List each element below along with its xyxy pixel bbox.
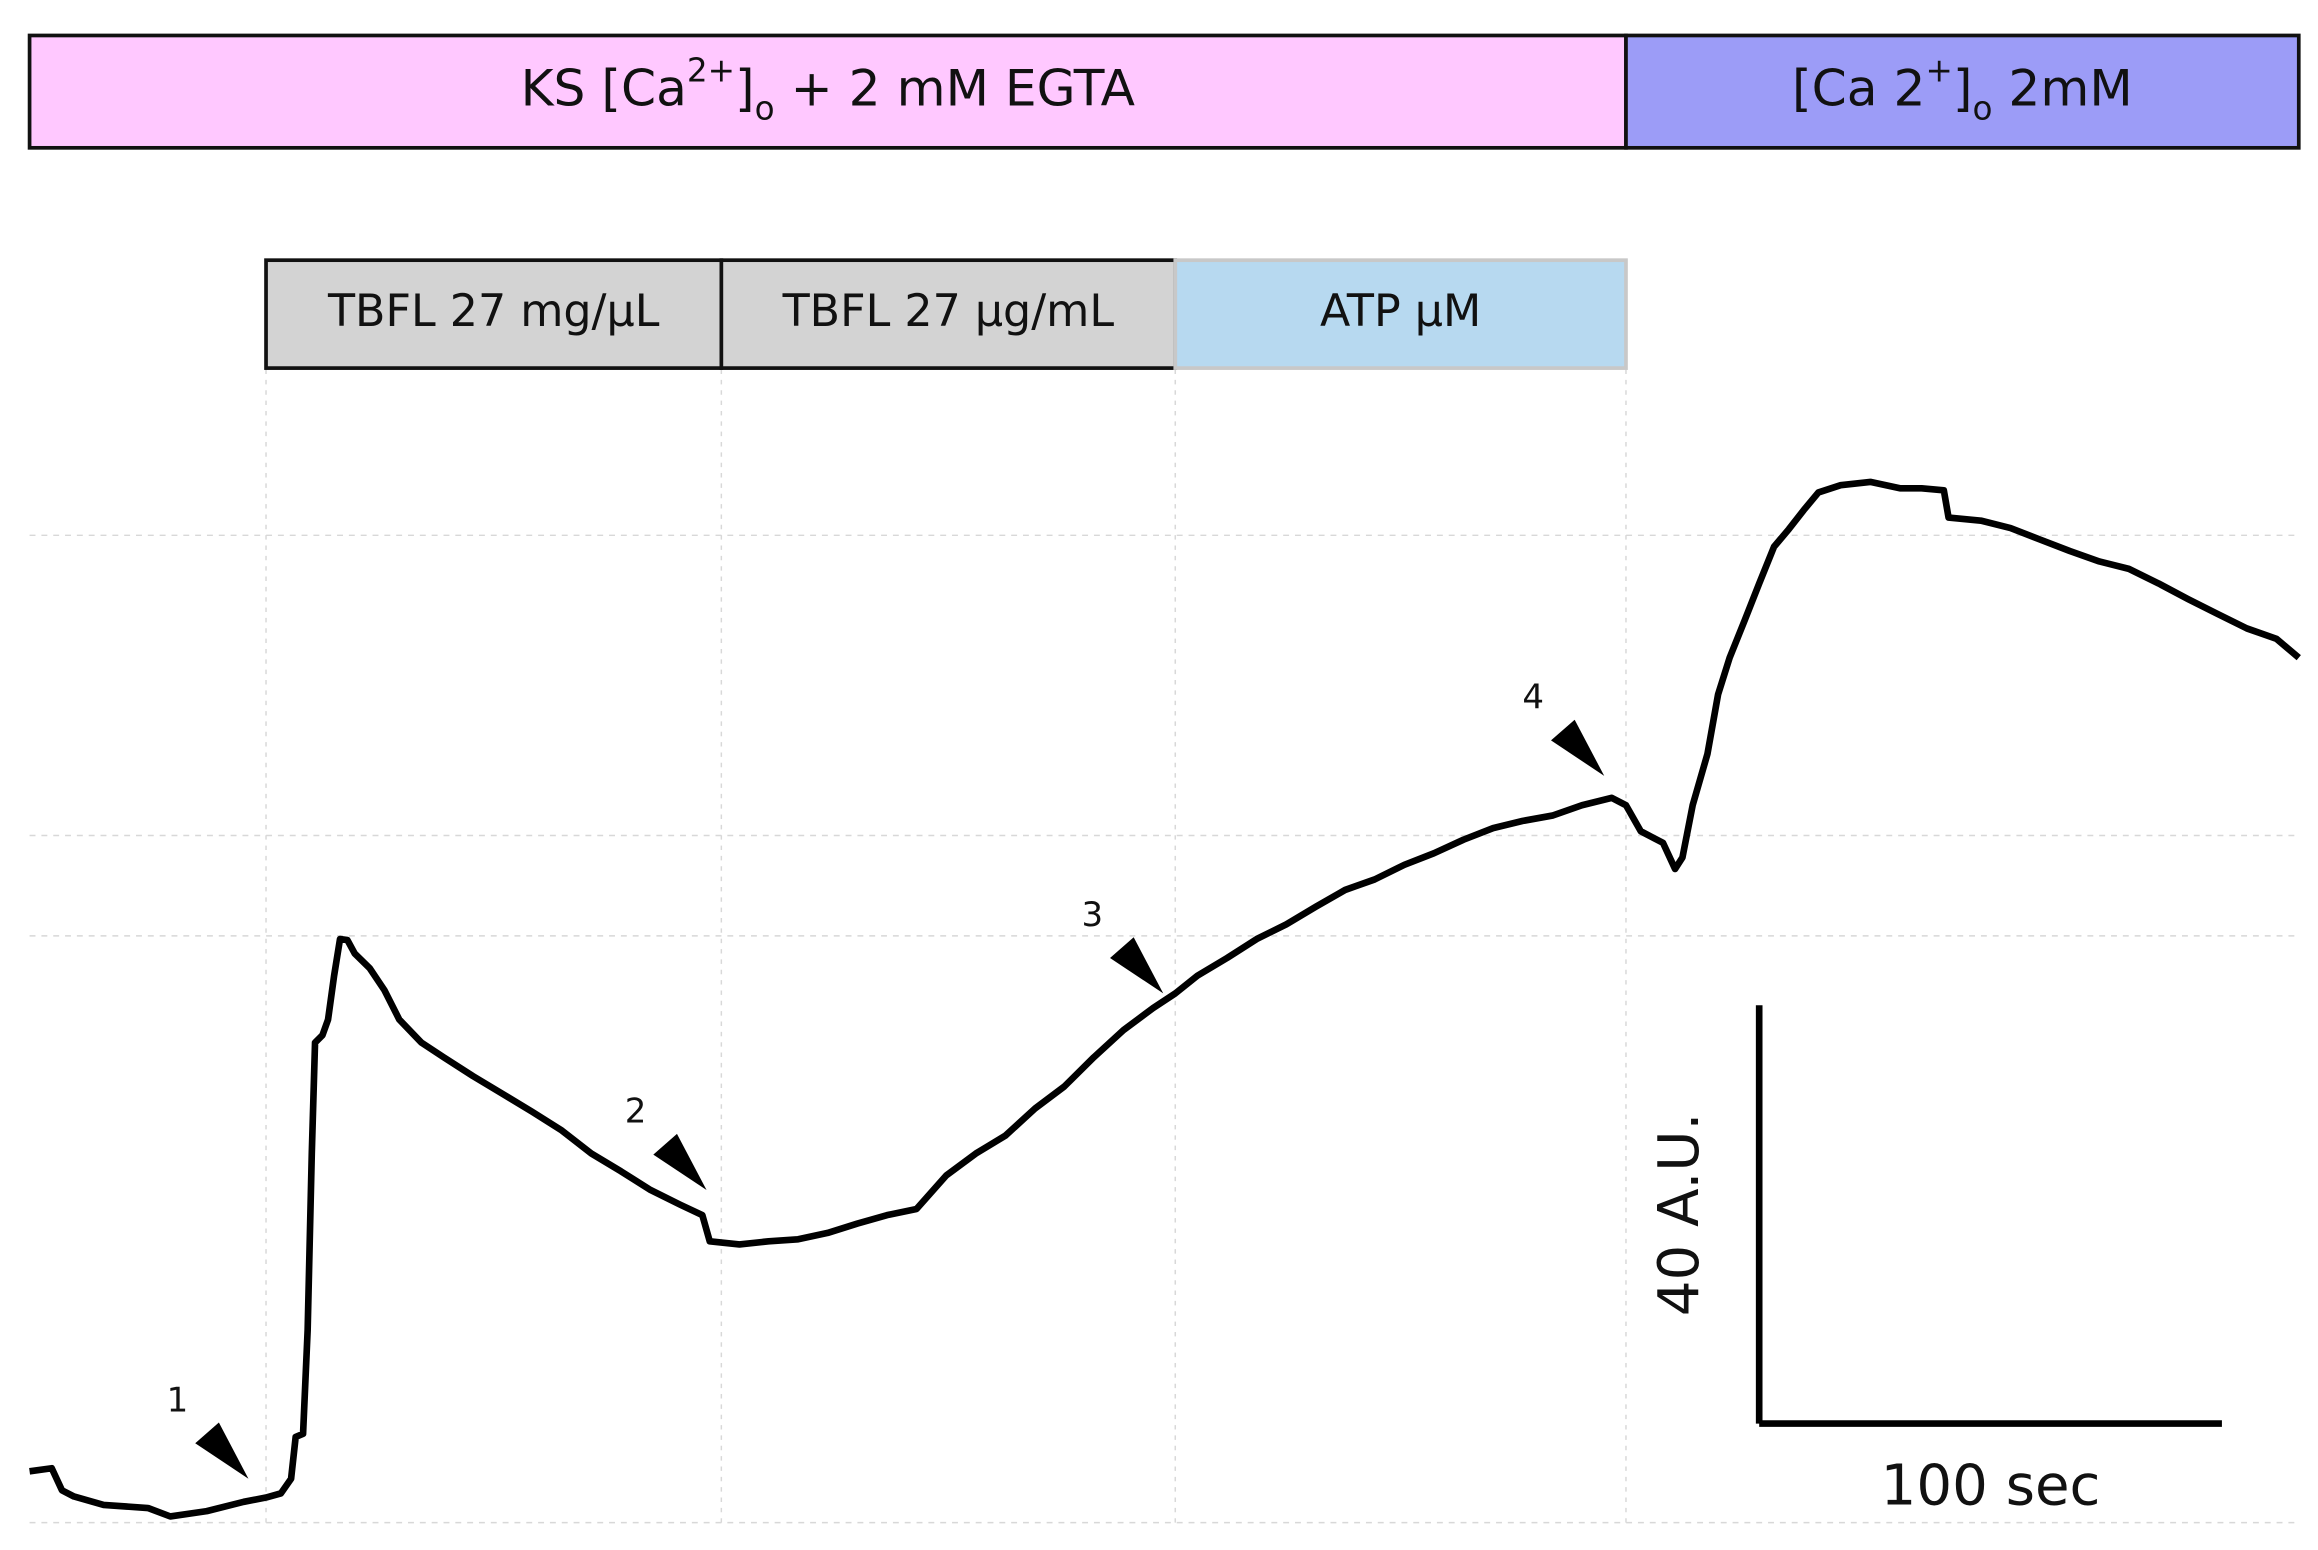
condition-label: KS [Ca2+]o + 2 mM EGTA	[521, 52, 1135, 128]
annotation-label: 1	[167, 1380, 189, 1420]
annotation-label: 2	[625, 1092, 647, 1132]
arrowhead	[653, 1133, 707, 1191]
condition-bar	[1624, 33, 2301, 150]
annotation-label: 3	[1081, 895, 1103, 935]
scale-bar-y-label: 40 A.U.	[1647, 1113, 1712, 1317]
condition-bar	[264, 258, 724, 370]
label-part: 2+	[687, 52, 735, 90]
label-part: 2mM	[1992, 58, 2132, 117]
trace-line	[29, 478, 2301, 1520]
label-part: ]	[735, 58, 755, 117]
label-part: [Ca 2	[1792, 58, 1925, 117]
condition-bar	[1173, 258, 1628, 370]
scale-bar-x-label: 100 sec	[1881, 1453, 2101, 1518]
arrowhead	[1551, 719, 1605, 776]
label-part: ATP μM	[1320, 286, 1481, 337]
label-part: o	[755, 90, 775, 128]
condition-bar	[27, 33, 1628, 150]
label-part: TBFL 27 μg/mL	[782, 286, 1115, 337]
condition-label: TBFL 27 μg/mL	[782, 286, 1115, 337]
condition-label: [Ca 2+]o 2mM	[1792, 52, 2133, 128]
label-part: o	[1972, 90, 1992, 128]
label-part: TBFL 27 mg/μL	[327, 286, 660, 337]
label-part: +	[1925, 52, 1952, 90]
arrowhead	[1110, 937, 1164, 994]
label-part: KS [Ca	[521, 58, 687, 117]
condition-label: TBFL 27 mg/μL	[327, 286, 660, 337]
condition-label: ATP μM	[1320, 286, 1481, 337]
label-part: ]	[1953, 58, 1973, 117]
label-part: + 2 mM EGTA	[775, 58, 1135, 117]
annotation-label: 4	[1522, 678, 1544, 718]
arrowhead	[195, 1422, 249, 1479]
